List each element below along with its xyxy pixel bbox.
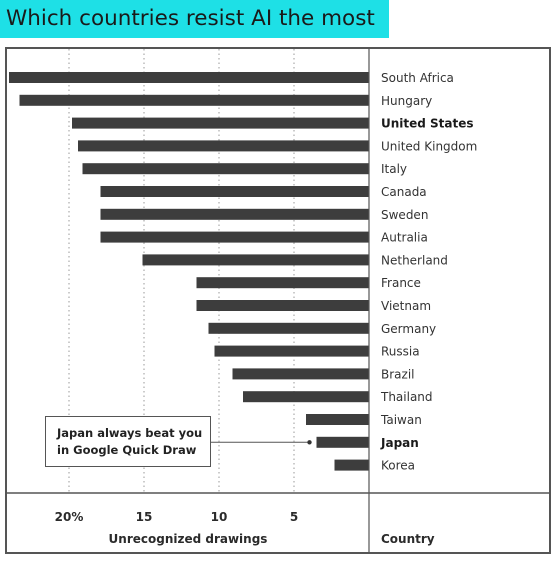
annotation-line-1: Japan always beat you bbox=[57, 426, 203, 440]
country-label: Thailand bbox=[380, 390, 433, 404]
country-label: Germany bbox=[381, 322, 436, 336]
y-axis-label: Country bbox=[381, 532, 435, 546]
country-label: Sweden bbox=[381, 208, 428, 222]
country-label: Autralia bbox=[381, 231, 428, 245]
bar bbox=[142, 254, 369, 266]
annotation-leader-dot bbox=[307, 440, 312, 445]
country-label: United States bbox=[381, 117, 474, 131]
country-label: South Africa bbox=[381, 71, 454, 85]
bars bbox=[9, 72, 369, 471]
country-label: United Kingdom bbox=[381, 139, 477, 153]
bar bbox=[82, 163, 369, 175]
country-label: Italy bbox=[381, 162, 407, 176]
x-axis-label: Unrecognized drawings bbox=[109, 532, 268, 546]
chart-frame bbox=[5, 47, 551, 554]
country-label: France bbox=[381, 276, 421, 290]
country-label: Japan bbox=[380, 436, 419, 450]
country-labels: South Africa Hungary United States United K… bbox=[380, 71, 477, 473]
bar bbox=[100, 231, 369, 243]
country-label: Netherland bbox=[381, 253, 448, 267]
bar bbox=[316, 436, 369, 448]
bar bbox=[9, 72, 369, 83]
x-tick-label: 20% bbox=[55, 510, 84, 524]
bar bbox=[334, 459, 369, 471]
x-tick-label: 15 bbox=[136, 510, 153, 524]
country-label: Hungary bbox=[381, 94, 432, 108]
bar bbox=[196, 277, 369, 289]
annotation-callout: Japan always beat you in Google Quick Dr… bbox=[45, 416, 211, 467]
bar bbox=[243, 391, 369, 403]
bar bbox=[100, 208, 369, 220]
bar bbox=[78, 140, 369, 152]
x-tick-label: 5 bbox=[290, 510, 298, 524]
country-label: Russia bbox=[381, 345, 420, 359]
bar bbox=[72, 117, 369, 129]
bar bbox=[100, 186, 369, 197]
country-label: Korea bbox=[381, 459, 415, 473]
bar bbox=[232, 368, 369, 380]
annotation-line-2: in Google Quick Draw bbox=[57, 443, 197, 457]
country-label: Taiwan bbox=[380, 413, 422, 427]
chart-title: Which countries resist AI the most bbox=[0, 0, 389, 38]
country-label: Brazil bbox=[381, 367, 415, 381]
bar bbox=[208, 322, 369, 334]
bar bbox=[214, 345, 369, 357]
country-label: Vietnam bbox=[381, 299, 431, 313]
bar bbox=[19, 94, 369, 106]
country-label: Canada bbox=[381, 185, 427, 199]
x-axis-ticks: 20% 15 10 5 bbox=[55, 510, 299, 524]
bar bbox=[306, 414, 369, 425]
x-tick-label: 10 bbox=[211, 510, 228, 524]
bar bbox=[196, 300, 369, 311]
